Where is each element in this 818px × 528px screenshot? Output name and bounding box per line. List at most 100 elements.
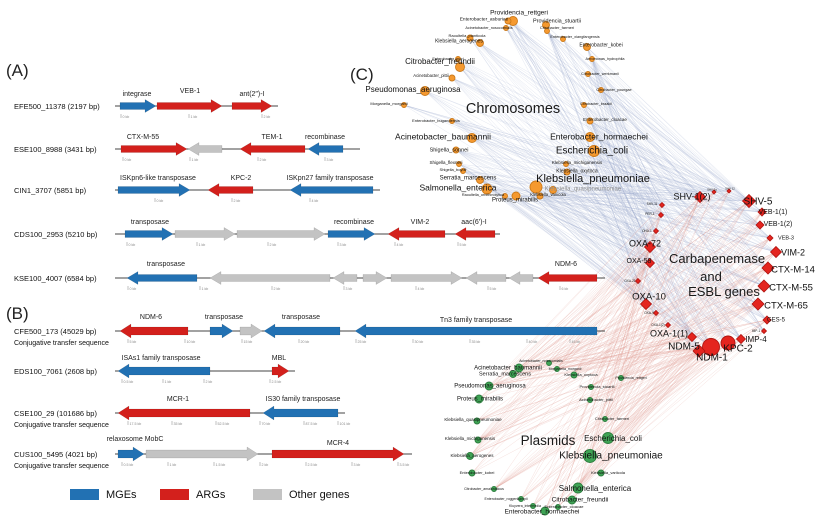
gene-node	[766, 234, 774, 242]
row-name: CFE500_173 (45029 bp)	[14, 327, 97, 336]
chromosome-node	[455, 56, 461, 62]
network-edge	[566, 171, 768, 321]
network-edge	[479, 179, 742, 340]
network-edge	[573, 191, 715, 376]
network-edge	[620, 196, 701, 379]
gene-arrow-other	[332, 271, 358, 285]
network-edge	[586, 46, 750, 202]
chromosome-label: Citrobacter_farmeri	[540, 25, 574, 30]
network-edge	[583, 104, 761, 226]
gene-node	[755, 220, 765, 230]
plasmid-label: Escherichia_coli	[584, 434, 642, 443]
network-edge	[566, 171, 700, 352]
plasmid-label: Kluyvera_intermedia	[509, 504, 541, 508]
network-edge	[462, 170, 701, 198]
scale-tick-label: 30 kb	[415, 340, 424, 344]
gene-label: NDM-1	[696, 353, 728, 364]
network-edge	[478, 230, 657, 400]
chromosome-node	[449, 118, 455, 124]
network-edge	[589, 200, 750, 457]
network-edge	[544, 246, 651, 512]
gene-label: SHV-1(2)	[673, 191, 710, 201]
network-edge	[548, 319, 768, 364]
gene-arrow-mge	[124, 227, 174, 241]
gene-arrow-mge	[354, 323, 598, 339]
network-edge	[469, 37, 712, 348]
network-edge	[571, 237, 771, 501]
network-edge	[457, 58, 769, 269]
network-edge	[532, 237, 771, 507]
legend-item-other: Other genes	[253, 488, 350, 501]
network-edge	[455, 149, 693, 338]
network-edge	[504, 195, 651, 248]
network-edge	[589, 120, 712, 348]
gene-label: KPC-2	[723, 344, 753, 355]
panel-a-letter: (A)	[6, 61, 29, 80]
network-edge	[593, 150, 763, 213]
network-edge	[589, 312, 657, 457]
gene-label: VEB-1(2)	[764, 221, 793, 228]
network-edge	[512, 237, 771, 375]
cluster-title-plasmids: Plasmids	[521, 433, 576, 448]
scale-tick-label: 0 kb	[125, 158, 132, 162]
network-edge	[557, 230, 657, 508]
gene-label: DHA-1	[642, 229, 652, 233]
network-edge	[589, 120, 765, 287]
plasmid-label: Providencia_stuartii	[580, 384, 615, 389]
network-edge	[512, 224, 761, 375]
network-edge	[520, 237, 771, 500]
network-edge	[493, 330, 765, 490]
network-edge	[600, 89, 769, 269]
network-edge	[493, 336, 693, 490]
gene-label: IMP-4	[745, 335, 767, 344]
network-edge	[469, 37, 701, 198]
network-edge	[577, 191, 715, 489]
network-edge	[507, 20, 750, 202]
network-edge	[477, 200, 750, 441]
network-edge	[451, 77, 647, 305]
network-edge	[477, 336, 693, 441]
chromosome-node	[581, 102, 587, 108]
chromosome-node	[563, 161, 569, 167]
network-edge	[586, 46, 730, 192]
network-edge	[424, 90, 657, 232]
gene-arrow-other	[508, 271, 534, 285]
scale-tick-label: 2 kb	[262, 463, 269, 467]
plasmid-node	[466, 452, 474, 460]
scale-tick-label: 3 kb	[340, 243, 347, 247]
gene-label: NDM-6	[555, 261, 577, 268]
network-edge	[518, 200, 750, 369]
network-edge	[488, 346, 712, 387]
chromosome-node	[401, 102, 407, 108]
network-edge	[471, 200, 750, 474]
network-edge	[476, 196, 701, 422]
gene-label: transposase	[147, 261, 185, 268]
scale-tick-label: 87.5 kb	[306, 422, 318, 426]
network-edge	[539, 195, 647, 305]
gene-arrow-arg	[454, 227, 496, 241]
network-edge	[486, 188, 761, 226]
scale-tick-label: 0 kb	[130, 287, 137, 291]
network-edge	[457, 58, 657, 232]
gene-node	[702, 338, 720, 356]
plasmid-node	[474, 436, 482, 444]
network-edge	[479, 179, 651, 264]
network-edge	[562, 38, 769, 269]
gene-arrow-other	[236, 227, 326, 241]
chromosome-label: Klebsiella_michiganensis	[552, 160, 603, 165]
network-edge	[607, 342, 729, 439]
network-edge	[469, 214, 662, 457]
network-edge	[451, 77, 777, 253]
network-edge	[583, 104, 769, 269]
gene-node	[751, 297, 765, 311]
scale-tick-label: 2 kb	[270, 243, 277, 247]
network-edge	[591, 58, 729, 344]
network-edge	[493, 342, 729, 490]
network-edge	[539, 195, 657, 314]
network-edge	[539, 195, 639, 282]
network-edge	[600, 89, 763, 213]
legend-swatch-mges	[70, 489, 99, 500]
network-edge	[557, 350, 700, 508]
network-edge	[571, 251, 777, 501]
network-edge	[587, 73, 759, 305]
